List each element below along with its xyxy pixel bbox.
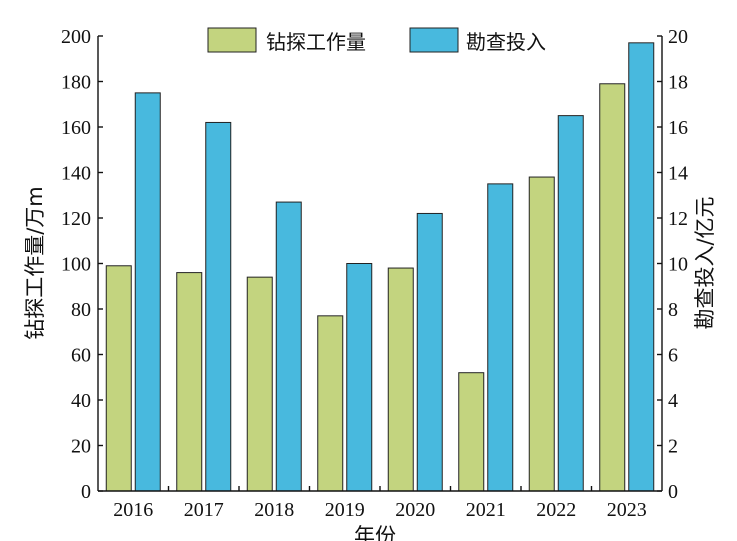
- x-tick-label-2019: 2019: [325, 499, 365, 521]
- y-left-tick-label: 180: [61, 72, 91, 94]
- bar-drilling-2018: [246, 276, 273, 492]
- bar-investment-2023: [628, 42, 655, 492]
- y-left-tick-label: 20: [71, 436, 91, 458]
- bar-drilling-2016: [105, 265, 132, 492]
- bar-drilling-2019: [317, 315, 344, 492]
- x-tick-label-2023: 2023: [607, 499, 647, 521]
- legend-swatch-investment: [409, 27, 459, 53]
- y-right-tick-label: 12: [668, 208, 688, 230]
- y-right-tick-label: 0: [668, 481, 678, 503]
- bar-investment-2016: [134, 92, 161, 492]
- bar-investment-2018: [275, 201, 302, 492]
- bar-drilling-2020: [387, 267, 414, 492]
- bar-investment-2020: [416, 212, 443, 492]
- bars-layer: [105, 42, 655, 492]
- ticks-layer: 0 20 40 60 80 100 120 140 160 180 200 0 2 4 6 8 10 12 14 16…: [61, 26, 688, 521]
- y-right-tick-label: 4: [668, 390, 678, 412]
- y-right-tick-label: 14: [668, 163, 688, 185]
- legend-label-investment: 勘查投入: [466, 30, 546, 54]
- y-left-tick-label: 0: [81, 481, 91, 503]
- x-tick-label-2021: 2021: [466, 499, 506, 521]
- y-left-tick-label: 40: [71, 390, 91, 412]
- legend: 钻探工作量 勘查投入: [207, 27, 546, 54]
- y-right-tick-label: 20: [668, 26, 688, 48]
- bar-drilling-2022: [528, 176, 555, 492]
- y-right-tick-label: 8: [668, 299, 678, 321]
- y-axis-left-title: 钻探工作量/万m: [23, 186, 47, 340]
- y-left-tick-label: 100: [61, 254, 91, 276]
- bar-drilling-2021: [458, 372, 485, 492]
- y-left-tick-label: 160: [61, 117, 91, 139]
- y-right-tick-label: 2: [668, 436, 678, 458]
- x-tick-label-2022: 2022: [536, 499, 576, 521]
- bar-investment-2017: [205, 121, 232, 492]
- y-right-tick-label: 10: [668, 254, 688, 276]
- y-right-tick-label: 6: [668, 345, 678, 367]
- bar-drilling-2017: [176, 272, 203, 492]
- legend-swatch-drilling: [207, 27, 257, 53]
- x-tick-label-2020: 2020: [395, 499, 435, 521]
- legend-label-drilling: 钻探工作量: [266, 30, 366, 54]
- y-left-tick-label: 140: [61, 163, 91, 185]
- x-tick-label-2016: 2016: [113, 499, 153, 521]
- x-tick-label-2017: 2017: [184, 499, 224, 521]
- y-left-tick-label: 120: [61, 208, 91, 230]
- y-left-tick-label: 60: [71, 345, 91, 367]
- y-axis-right-title: 勘查投入/亿元: [693, 196, 717, 329]
- x-axis-title: 年份: [354, 524, 396, 541]
- bar-investment-2022: [557, 115, 584, 492]
- y-left-tick-label: 200: [61, 26, 91, 48]
- x-tick-label-2018: 2018: [254, 499, 294, 521]
- bar-investment-2019: [346, 263, 373, 492]
- bar-drilling-2023: [599, 83, 626, 492]
- y-left-tick-label: 80: [71, 299, 91, 321]
- y-right-tick-label: 18: [668, 72, 688, 94]
- y-right-tick-label: 16: [668, 117, 688, 139]
- bar-investment-2021: [487, 183, 514, 492]
